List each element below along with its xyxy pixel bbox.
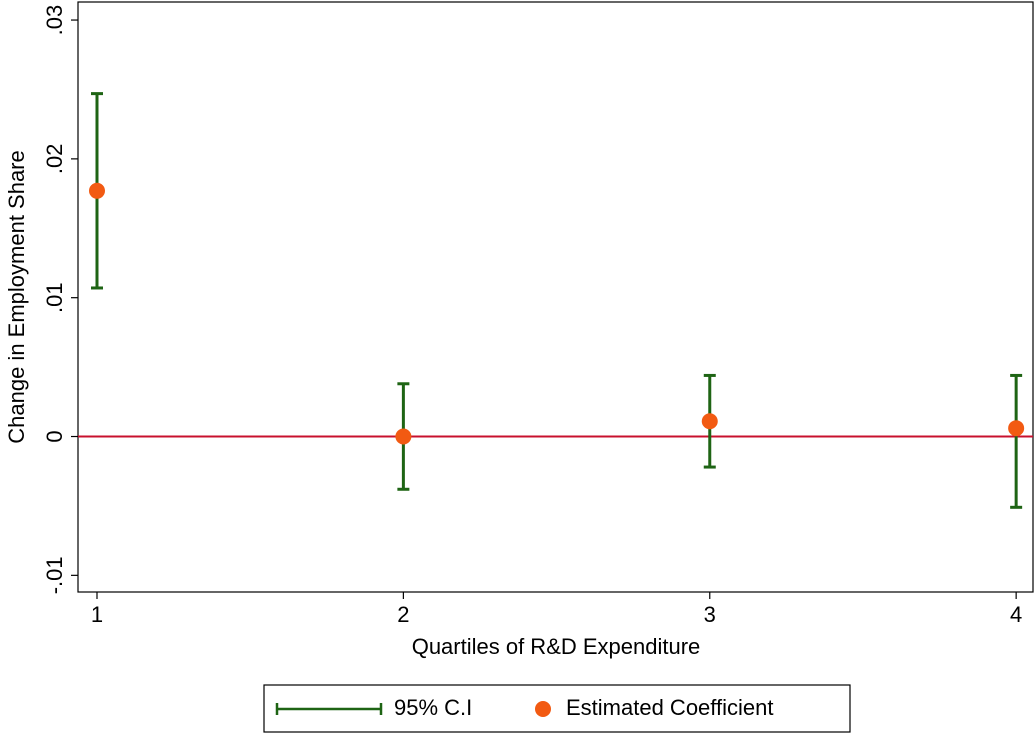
legend-label: Estimated Coefficient (566, 695, 773, 720)
y-tick-label: -.01 (42, 556, 67, 594)
y-tick-label: .02 (42, 144, 67, 175)
x-tick-label: 1 (91, 602, 103, 627)
plot-frame (77, 1, 1034, 593)
x-axis-title: Quartiles of R&D Expenditure (412, 634, 701, 659)
point (1008, 420, 1025, 437)
error-bar (1010, 373, 1023, 509)
point (88, 182, 105, 199)
legend-label: 95% C.I (394, 695, 472, 720)
point (395, 428, 412, 445)
x-tick-label: 2 (397, 602, 409, 627)
x-tick-label: 3 (704, 602, 716, 627)
y-axis-title: Change in Employment Share (4, 150, 29, 444)
point (701, 413, 718, 430)
x-tick-label: 4 (1010, 602, 1022, 627)
y-tick-label: .03 (42, 5, 67, 36)
y-tick-label: 0 (42, 430, 67, 442)
legend-swatch (535, 701, 551, 717)
legend-box (263, 684, 851, 733)
y-tick-label: .01 (42, 282, 67, 313)
